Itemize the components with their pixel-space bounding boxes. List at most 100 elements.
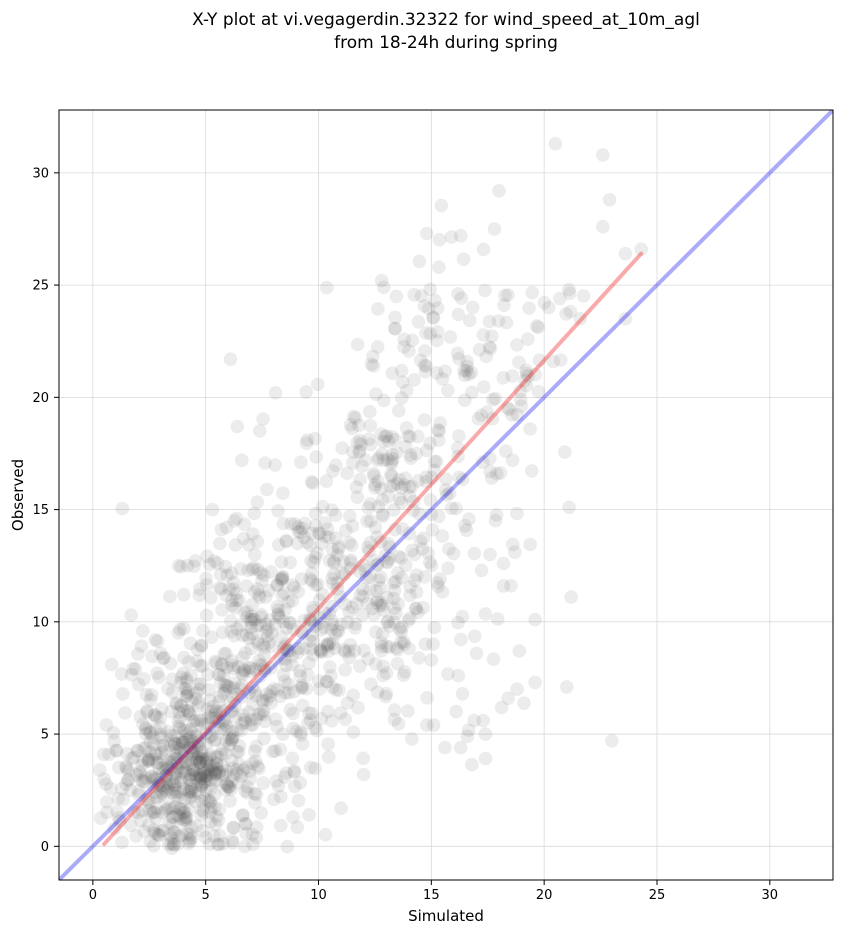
scatter-point: [195, 744, 209, 759]
scatter-point: [199, 608, 214, 623]
scatter-point: [456, 252, 471, 266]
scatter-point: [200, 667, 215, 682]
scatter-point: [249, 712, 264, 727]
scatter-point: [189, 686, 204, 700]
scatter-point: [463, 313, 477, 328]
scatter-point: [455, 472, 470, 487]
scatter-point: [295, 737, 310, 751]
scatter-point: [200, 702, 215, 716]
scatter-point: [211, 714, 226, 729]
scatter-point: [248, 547, 262, 562]
scatter-point: [383, 540, 397, 554]
scatter-point: [475, 455, 490, 470]
scatter-point: [199, 571, 213, 586]
scatter-point: [411, 429, 425, 444]
scatter-point: [389, 289, 404, 304]
scatter-point: [276, 615, 291, 629]
scatter-point: [226, 730, 241, 744]
scatter-point: [215, 768, 229, 783]
scatter-point: [195, 772, 209, 786]
scatter-point: [399, 421, 414, 435]
scatter-point: [208, 765, 223, 780]
scatter-point: [250, 634, 265, 648]
scatter-point: [471, 411, 486, 426]
scatter-point: [286, 721, 301, 736]
scatter-point: [203, 767, 217, 782]
scatter-point: [312, 682, 327, 696]
scatter-point: [374, 636, 389, 650]
scatter-point: [272, 538, 286, 552]
scatter-point: [398, 439, 413, 454]
scatter-point: [360, 514, 374, 528]
scatter-point: [433, 416, 448, 430]
scatter-point: [222, 737, 237, 752]
scatter-point: [154, 785, 169, 800]
scatter-point: [203, 693, 217, 707]
scatter-point: [389, 641, 404, 655]
scatter-point: [257, 640, 271, 655]
scatter-point: [363, 569, 377, 584]
scatter-point: [218, 783, 232, 797]
scatter-point: [118, 706, 132, 720]
scatter-point: [419, 326, 433, 340]
scatter-point: [179, 812, 193, 827]
scatter-point: [219, 734, 233, 748]
scatter-point: [392, 492, 407, 506]
scatter-point: [238, 839, 252, 854]
scatter-point: [168, 736, 182, 751]
scatter-point: [280, 643, 294, 657]
scatter-point: [111, 811, 126, 825]
scatter-point: [531, 384, 546, 399]
scatter-point: [256, 776, 271, 790]
scatter-point: [352, 418, 366, 433]
scatter-point: [147, 771, 161, 785]
scatter-point: [382, 551, 397, 566]
scatter-point: [127, 750, 141, 765]
scatter-point: [131, 744, 145, 758]
scatter-point: [559, 680, 574, 694]
scatter-point: [194, 777, 209, 792]
scatter-point: [197, 776, 212, 790]
scatter-point: [256, 412, 270, 426]
chart-title-line-1: X-Y plot at vi.vegagerdin.32322 for wind…: [192, 10, 700, 30]
scatter-point: [174, 699, 189, 713]
scatter-point: [237, 664, 252, 678]
y-axis-label: Observed: [9, 459, 27, 531]
scatter-point: [576, 289, 591, 303]
scatter-point: [193, 755, 207, 770]
scatter-point: [406, 503, 421, 518]
scatter-point: [325, 542, 340, 557]
scatter-point: [190, 746, 205, 761]
scatter-point: [376, 659, 391, 674]
scatter-point: [163, 728, 178, 743]
scatter-point: [160, 802, 174, 816]
scatter-point: [309, 723, 324, 738]
scatter-point: [162, 801, 177, 815]
x-tick-label: 5: [202, 888, 210, 903]
scatter-point: [335, 441, 350, 455]
scatter-point: [237, 712, 252, 727]
scatter-point: [156, 651, 170, 666]
scatter-point: [355, 608, 370, 622]
scatter-point: [193, 659, 207, 673]
scatter-point: [476, 713, 491, 728]
scatter-point: [333, 589, 347, 604]
scatter-point: [218, 717, 233, 732]
scatter-point: [366, 466, 381, 481]
scatter-point: [459, 523, 474, 538]
scatter-point: [380, 452, 395, 467]
scatter-point: [185, 746, 200, 761]
scatter-point: [208, 654, 222, 669]
scatter-point: [418, 364, 433, 379]
scatter-point: [224, 782, 238, 797]
scatter-point: [162, 777, 177, 792]
scatter-point: [268, 712, 283, 726]
scatter-point: [252, 424, 267, 438]
scatter-point: [379, 666, 394, 680]
scatter-point: [209, 762, 224, 777]
scatter-point: [250, 495, 265, 509]
scatter-point: [358, 563, 372, 577]
scatter-point: [408, 601, 423, 616]
scatter-point: [329, 531, 343, 545]
scatter-point: [353, 433, 367, 448]
